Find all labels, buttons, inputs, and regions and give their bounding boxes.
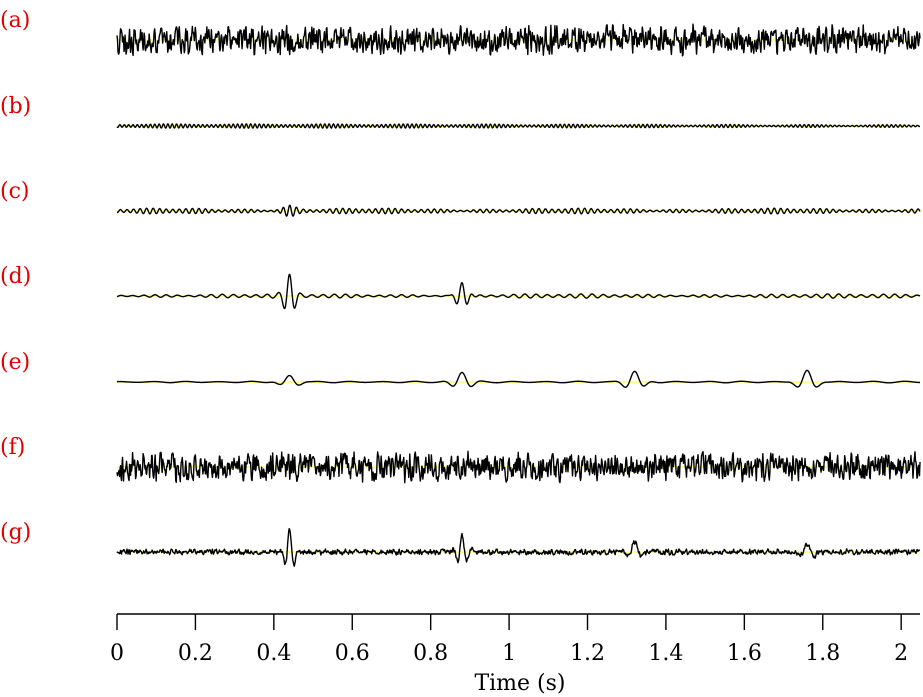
x-axis-title: Time (s) xyxy=(474,671,565,696)
panel-label: (b) xyxy=(0,94,31,119)
trace-panel: (b) xyxy=(0,94,921,129)
trace-panel: (c) xyxy=(0,179,921,217)
x-tick-label: 0.2 xyxy=(178,641,213,666)
trace-panel: (a) xyxy=(0,8,921,57)
panels-layer: (a) (b) (c) (d) (e) (f) (g) xyxy=(0,8,921,567)
trace-line xyxy=(116,369,921,388)
x-tick-label: 2 xyxy=(894,641,908,666)
panel-label: (a) xyxy=(0,8,30,33)
x-tick-label: 1 xyxy=(502,641,516,666)
trace-line xyxy=(116,273,921,310)
trace-line xyxy=(116,527,921,567)
x-tick-label: 0.4 xyxy=(256,641,291,666)
x-tick-label: 1.2 xyxy=(570,641,605,666)
trace-line xyxy=(116,204,921,217)
trace-line xyxy=(116,23,921,57)
trace-panel: (d) xyxy=(0,264,921,310)
trace-panel: (f) xyxy=(0,435,921,484)
panel-label: (c) xyxy=(0,179,30,204)
x-tick-label: 1.8 xyxy=(805,641,840,666)
panel-label: (f) xyxy=(0,435,25,460)
x-axis-ticks: 0 0.2 0.4 0.6 0.8 1 1.2 1.4 1.6 1.8 2 xyxy=(110,614,908,666)
panel-label: (e) xyxy=(0,350,30,375)
panel-label: (g) xyxy=(0,520,31,545)
trace-line xyxy=(116,450,921,484)
trace-line xyxy=(116,123,921,129)
x-tick-label: 0.6 xyxy=(335,641,370,666)
x-tick-label: 0 xyxy=(110,641,124,666)
x-tick-label: 1.4 xyxy=(648,641,683,666)
trace-panel: (e) xyxy=(0,350,921,388)
time-axis: 0 0.2 0.4 0.6 0.8 1 1.2 1.4 1.6 1.8 2 Time (s) xyxy=(110,613,920,696)
x-tick-label: 1.6 xyxy=(727,641,762,666)
x-tick-label: 0.8 xyxy=(413,641,448,666)
trace-panel: (g) xyxy=(0,520,921,567)
panel-label: (d) xyxy=(0,264,31,289)
